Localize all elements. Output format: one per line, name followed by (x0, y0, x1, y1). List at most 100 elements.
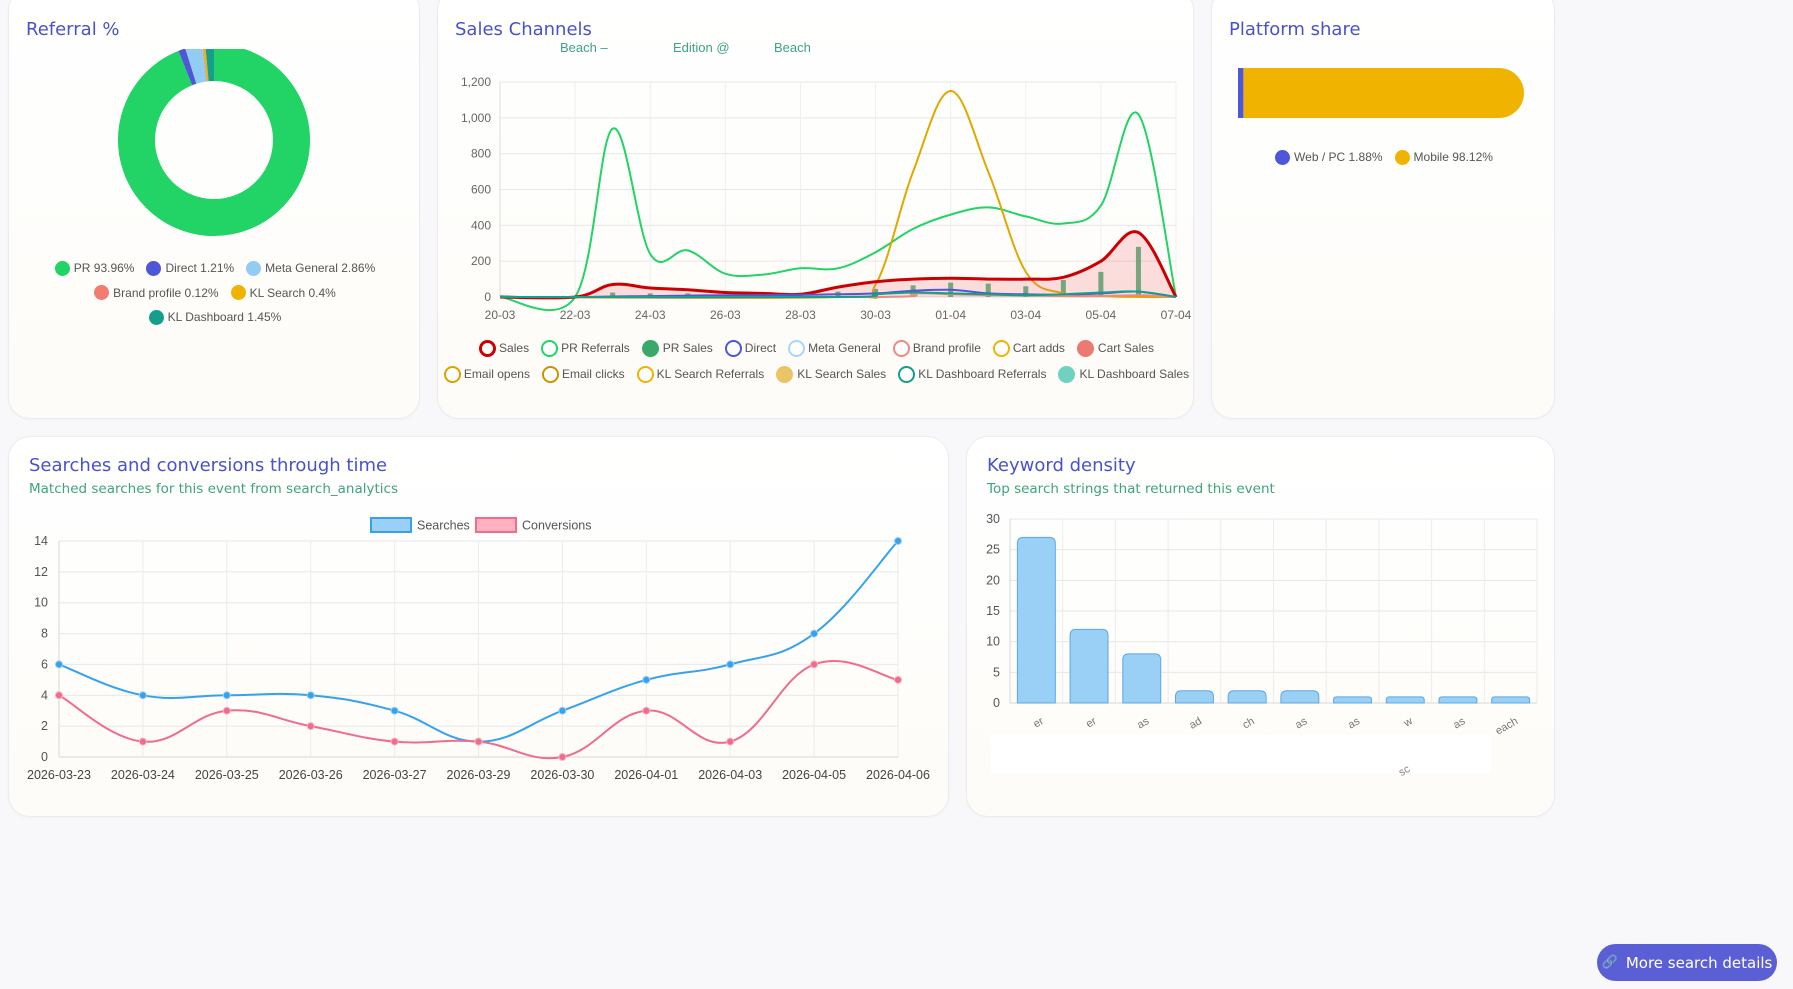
legend-item[interactable]: KL Search Sales (776, 365, 886, 383)
data-point (138, 691, 147, 700)
x-tick-label: as (1451, 715, 1467, 731)
bar (1069, 628, 1109, 704)
keyword-bar-chart: 0 5 10 15 20 25 30 er er as ad ch as as w as each (986, 512, 1538, 738)
x-tick-label: 20-03 (485, 308, 516, 322)
legend-item[interactable]: KL Search 0.4% (230, 285, 336, 301)
x-tick-label: 2026-03-30 (530, 768, 594, 782)
data-point (390, 737, 399, 746)
y-tick-label: 400 (471, 218, 491, 232)
platform-share-card: Platform share Web / PC 1.88% Mobile 98.1… (1211, 0, 1555, 419)
legend-item[interactable]: Web / PC 1.88% (1275, 149, 1383, 165)
legend-item[interactable]: Email opens (443, 365, 530, 383)
platform-bar-chart (1238, 68, 1524, 118)
bar (1016, 536, 1056, 704)
legend-label: PR 93.96% (73, 261, 135, 276)
referral-legend: PR 93.96% Direct 1.21% Meta General 2.86% B… (9, 256, 421, 330)
legend-item[interactable]: PR Sales (641, 339, 713, 357)
legend-item[interactable]: Sales (479, 339, 529, 357)
x-tick-label: ch (1241, 715, 1257, 731)
y-tick-label: 25 (986, 543, 1000, 557)
legend-item[interactable]: Direct 1.21% (146, 260, 234, 276)
donut-slice (178, 49, 197, 86)
card-title: Sales Channels (455, 19, 592, 40)
legend-item[interactable]: Conversions (475, 517, 591, 533)
legend-label: Meta General (808, 341, 881, 355)
x-tick-label: 24-03 (635, 308, 666, 322)
data-point (726, 737, 735, 746)
bar-mobile-edge (1243, 68, 1274, 118)
card-title: Keyword density (987, 455, 1136, 476)
subtitle-part: Beach (774, 40, 811, 55)
legend-swatch (1394, 149, 1410, 165)
bar (1135, 246, 1141, 297)
legend-item[interactable]: Brand profile (892, 339, 981, 357)
x-tick-label: as (1293, 715, 1309, 731)
x-tick-label: 30-03 (860, 308, 891, 322)
x-tick-label: 2026-03-29 (447, 768, 511, 782)
donut-slice (118, 49, 310, 236)
legend-item[interactable]: Meta General (788, 339, 881, 357)
data-point (306, 691, 315, 700)
y-tick-label: 1,000 (461, 111, 491, 125)
bar (1333, 696, 1373, 704)
y-tick-label: 0 (41, 750, 48, 764)
legend-item[interactable]: KL Dashboard Referrals (898, 365, 1046, 383)
legend-item[interactable]: Cart adds (992, 339, 1065, 357)
legend-item[interactable]: PR 93.96% (54, 260, 135, 276)
card-subtitle: Matched searches for this event from sea… (29, 481, 398, 497)
sales-legend: Sales PR Referrals PR Sales Direct Meta Gene… (438, 335, 1195, 387)
data-point (138, 737, 147, 746)
button-label: More search details (1625, 953, 1773, 972)
legend-label: Brand profile (912, 341, 981, 355)
x-tick-label: ad (1187, 715, 1204, 732)
legend-label: Cart adds (1012, 341, 1065, 355)
referral-card: Referral % PR 93.96% Direct 1.21% Meta Gen… (8, 0, 420, 419)
legend-swatch (541, 339, 559, 357)
legend-label: Email clicks (561, 367, 625, 381)
legend-item[interactable]: KL Dashboard 1.45% (148, 309, 281, 325)
legend-swatch (94, 285, 110, 301)
legend-item[interactable]: KL Dashboard Sales (1058, 365, 1190, 383)
y-tick-label: 4 (41, 688, 48, 702)
legend-row: Sales PR Referrals PR Sales Direct Meta Gene… (438, 335, 1195, 361)
legend-item[interactable]: PR Referrals (541, 339, 630, 357)
legend-item[interactable]: Meta General 2.86% (246, 260, 376, 276)
bar-mobile (1243, 68, 1524, 118)
label-mask (991, 735, 1491, 773)
legend-item[interactable]: Brand profile 0.12% (94, 285, 219, 301)
series-line (499, 230, 1178, 300)
legend-label: Brand profile 0.12% (113, 285, 219, 300)
x-tick-label: 26-03 (710, 308, 741, 322)
x-tick-label: 05-04 (1086, 308, 1117, 322)
x-tick-label: 2026-03-24 (111, 768, 175, 782)
data-point (558, 753, 567, 761)
legend-swatch (776, 365, 794, 383)
series-line (499, 290, 1177, 299)
x-tick-label: er (1084, 715, 1099, 730)
bar (1023, 286, 1029, 297)
legend-row: PR 93.96% Direct 1.21% Meta General 2.86% (9, 256, 421, 281)
more-search-details-button[interactable]: 🔗 More search details (1597, 944, 1777, 981)
legend-item[interactable]: Email clicks (541, 365, 625, 383)
bar (1098, 271, 1104, 297)
legend-swatch (475, 517, 517, 533)
bar (610, 292, 616, 297)
legend-label: Meta General 2.86% (265, 261, 376, 276)
legend-item[interactable]: Mobile 98.12% (1394, 149, 1493, 165)
legend-label: KL Search 0.4% (249, 285, 336, 300)
legend-item[interactable]: Searches (370, 517, 470, 533)
legend-item[interactable]: Direct (724, 339, 776, 357)
bar (1122, 653, 1162, 704)
data-point (642, 675, 651, 684)
legend-swatch (541, 365, 559, 383)
legend-label: KL Dashboard Sales (1079, 367, 1190, 381)
y-tick-label: 10 (34, 596, 48, 610)
legend-item[interactable]: Cart Sales (1076, 339, 1154, 357)
y-tick-label: 1,200 (461, 75, 491, 89)
x-tick-label: 2026-03-27 (363, 768, 427, 782)
legend-label: Conversions (522, 519, 591, 533)
donut-slice (185, 49, 208, 84)
legend-item[interactable]: KL Search Referrals (636, 365, 764, 383)
sales-line-chart: 0 200 400 600 800 1,000 1,200 20-03 22-03 24-03 26… (461, 75, 1192, 322)
x-tick-label: 2026-03-25 (195, 768, 259, 782)
